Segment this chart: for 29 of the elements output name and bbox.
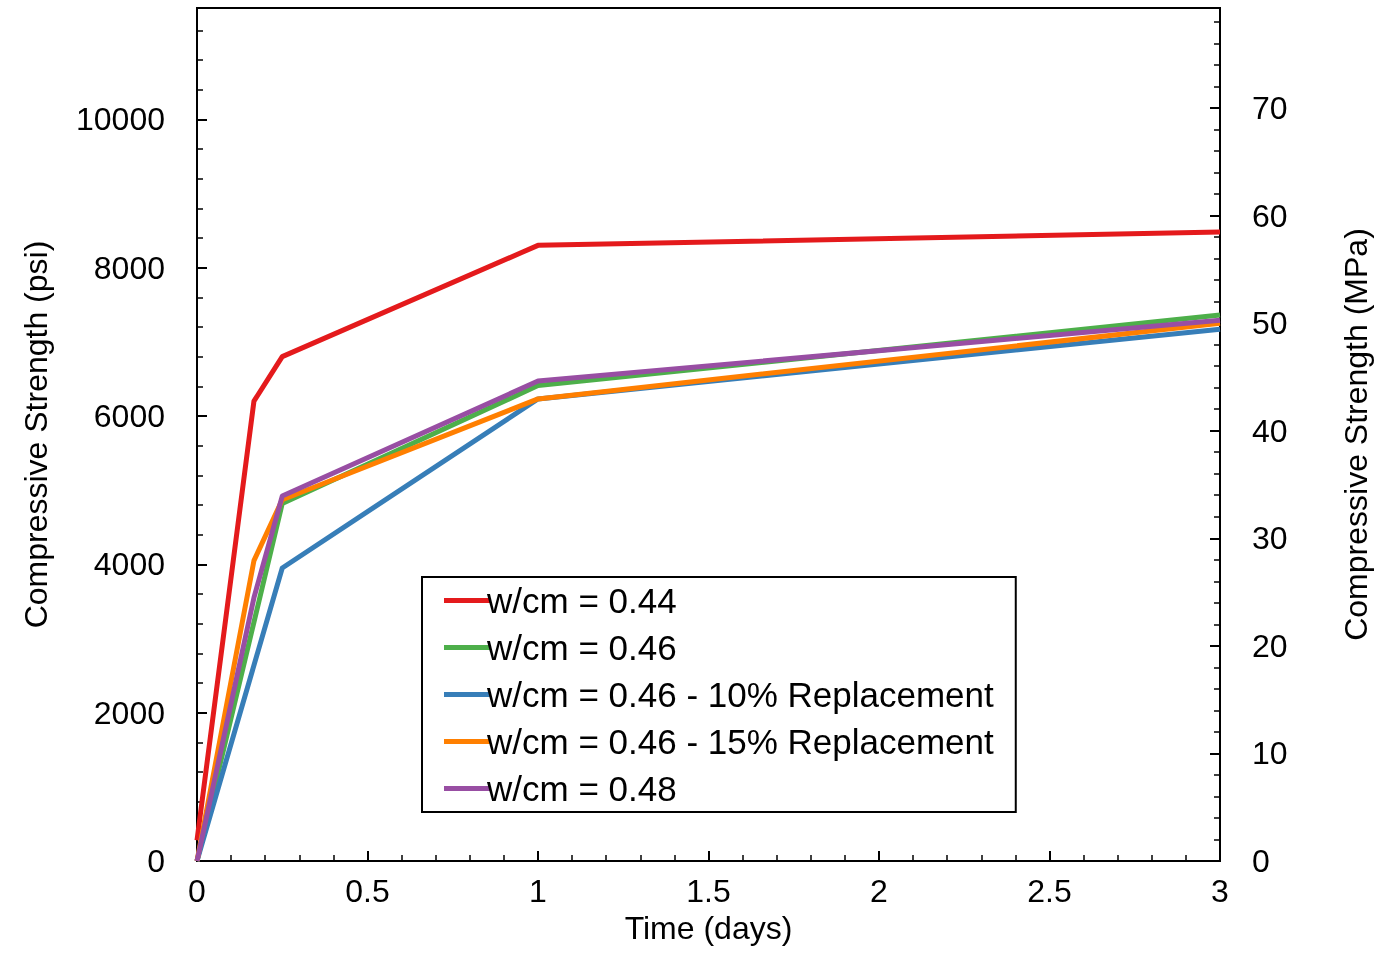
y-axis-title: Compressive Strength (psi) [18,240,54,629]
x-tick-label: 2.5 [1027,873,1072,909]
x-tick-label: 2 [870,873,888,909]
y2-tick-label: 70 [1252,89,1288,126]
y-tick-label: 2000 [93,694,165,731]
y2-tick-label: 50 [1252,305,1288,342]
legend-label: w/cm = 0.46 - 15% Replacement [486,722,995,761]
x-tick-label: 3 [1211,873,1229,909]
x-tick-label: 1 [529,873,547,909]
y2-tick-label: 10 [1252,735,1288,772]
x-axis-title: Time (days) [624,909,793,946]
x-tick-label: 0 [188,873,206,909]
y2-tick-label: 40 [1252,412,1288,449]
y-tick-label: 10000 [76,101,165,138]
y2-tick-label: 20 [1252,627,1288,664]
y2-tick-label: 0 [1252,843,1270,879]
y2-tick-label: 60 [1252,197,1288,234]
legend-label: w/cm = 0.46 - 10% Replacement [486,675,995,714]
y-tick-label: 6000 [93,397,165,434]
legend-label: w/cm = 0.48 [486,769,677,808]
y-tick-label: 4000 [93,546,165,583]
y-tick-label: 0 [147,843,165,879]
y2-axis-title: Compressive Strength (MPa) [1338,228,1374,641]
y2-tick-label: 30 [1252,520,1288,557]
y-tick-label: 8000 [93,249,165,286]
x-tick-label: 0.5 [345,873,390,909]
legend-label: w/cm = 0.44 [486,581,677,620]
x-tick-label: 1.5 [686,873,731,909]
legend-label: w/cm = 0.46 [486,628,677,667]
